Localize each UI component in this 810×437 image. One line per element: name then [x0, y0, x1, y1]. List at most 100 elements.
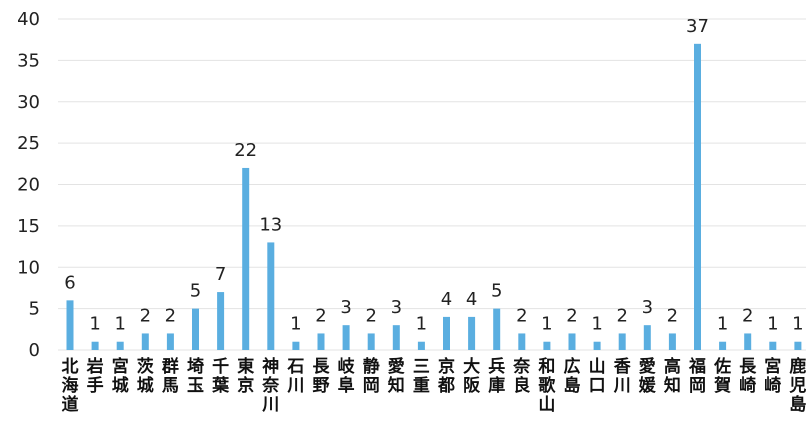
data-label-佐賀: 1 [717, 314, 728, 335]
category-label-東京: 東京 [237, 356, 254, 396]
data-label-京都: 4 [441, 289, 452, 310]
category-label-大阪: 大阪 [463, 356, 480, 396]
y-axis-tick-labels: 0 5 10 15 20 25 30 35 40 [17, 9, 40, 361]
category-label-奈良: 奈良 [512, 356, 531, 396]
category-label-和歌山: 和歌山 [538, 357, 556, 415]
y-tick-label: 30 [17, 92, 40, 113]
bar-北海道 [66, 300, 74, 350]
bar-石川 [292, 341, 300, 350]
grid-lines [58, 18, 806, 351]
bar-三重 [417, 341, 425, 350]
category-label-宮城: 宮城 [112, 356, 129, 396]
bar-茨城 [141, 333, 149, 350]
category-label-兵庫: 兵庫 [488, 356, 505, 396]
data-label-宮崎: 1 [767, 314, 778, 335]
category-labels: 北海道岩手宮城茨城群馬埼玉千葉東京神奈川石川長野岐阜静岡愛知三重京都大阪兵庫奈良… [62, 356, 807, 415]
data-label-千葉: 7 [215, 264, 226, 285]
category-label-岩手: 岩手 [86, 356, 104, 396]
data-label-岐阜: 3 [340, 297, 351, 318]
data-label-大阪: 4 [466, 289, 477, 310]
data-label-長崎: 2 [742, 305, 753, 326]
bar-香川 [618, 333, 626, 350]
data-label-福岡: 37 [686, 16, 709, 37]
category-label-静岡: 静岡 [363, 356, 380, 396]
bar-宮崎 [769, 341, 777, 350]
category-label-長野: 長野 [313, 357, 331, 396]
category-label-岐阜: 岐阜 [338, 356, 356, 396]
bar-群馬 [166, 333, 174, 350]
data-label-愛知: 3 [391, 297, 402, 318]
category-label-京都: 京都 [437, 356, 455, 396]
y-tick-label: 20 [17, 175, 40, 196]
data-label-兵庫: 5 [491, 281, 502, 302]
data-label-東京: 22 [234, 140, 257, 161]
data-label-北海道: 6 [64, 272, 75, 293]
data-label-埼玉: 5 [190, 281, 201, 302]
bar-岩手 [91, 341, 99, 350]
bar-埼玉 [192, 308, 199, 350]
data-label-宮城: 1 [114, 314, 125, 335]
data-label-鹿児島: 1 [792, 314, 803, 335]
bar-和歌山 [543, 341, 551, 350]
bar-愛知 [392, 325, 400, 350]
category-label-山口: 山口 [589, 357, 606, 396]
bar-広島 [568, 333, 576, 350]
bars [66, 43, 802, 350]
y-tick-label: 25 [17, 133, 40, 154]
data-label-奈良: 2 [516, 305, 527, 326]
category-label-神奈川: 神奈川 [261, 356, 280, 415]
data-label-愛媛: 3 [642, 297, 653, 318]
category-label-高知: 高知 [663, 356, 681, 396]
bar-奈良 [518, 333, 526, 350]
data-label-香川: 2 [616, 305, 627, 326]
y-tick-label: 0 [29, 340, 40, 361]
data-label-石川: 1 [290, 314, 301, 335]
category-label-茨城: 茨城 [137, 356, 154, 396]
bar-静岡 [367, 333, 375, 350]
category-label-埼玉: 埼玉 [187, 356, 204, 396]
bar-長崎 [744, 333, 752, 350]
category-label-宮崎: 宮崎 [764, 356, 781, 396]
category-label-福岡: 福岡 [688, 356, 706, 396]
y-tick-label: 40 [17, 9, 40, 30]
data-label-長野: 2 [315, 305, 326, 326]
data-label-高知: 2 [667, 305, 678, 326]
category-label-群馬: 群馬 [162, 356, 179, 396]
bar-宮城 [116, 341, 124, 350]
data-label-和歌山: 1 [541, 314, 552, 335]
y-tick-label: 5 [29, 299, 40, 320]
bar-佐賀 [719, 341, 727, 350]
category-label-愛知: 愛知 [387, 356, 405, 396]
bar-千葉 [217, 292, 225, 350]
category-label-長崎: 長崎 [739, 357, 757, 396]
bar-福岡 [694, 43, 701, 350]
bar-東京 [242, 167, 250, 350]
data-label-静岡: 2 [365, 305, 376, 326]
bar-鹿児島 [794, 341, 802, 350]
category-label-広島: 広島 [564, 356, 581, 396]
category-label-三重: 三重 [413, 357, 430, 396]
category-label-愛媛: 愛媛 [638, 356, 657, 396]
bar-京都 [443, 316, 450, 350]
data-label-茨城: 2 [140, 305, 151, 326]
data-label-群馬: 2 [165, 305, 176, 326]
category-label-石川: 石川 [286, 357, 304, 396]
category-label-北海道: 北海道 [62, 357, 79, 415]
y-tick-label: 15 [17, 216, 40, 237]
data-label-神奈川: 13 [259, 214, 282, 235]
category-label-佐賀: 佐賀 [713, 356, 731, 396]
data-label-三重: 1 [416, 314, 427, 335]
category-label-鹿児島: 鹿児島 [788, 356, 806, 415]
data-label-岩手: 1 [89, 314, 100, 335]
bar-岐阜 [342, 325, 350, 350]
category-label-千葉: 千葉 [211, 357, 230, 396]
bar-大阪 [468, 316, 476, 350]
bar-神奈川 [267, 242, 275, 350]
y-tick-label: 35 [17, 50, 40, 71]
bar-高知 [668, 333, 676, 350]
category-label-香川: 香川 [613, 357, 631, 396]
bar-愛媛 [643, 325, 651, 350]
bar-長野 [317, 333, 325, 350]
